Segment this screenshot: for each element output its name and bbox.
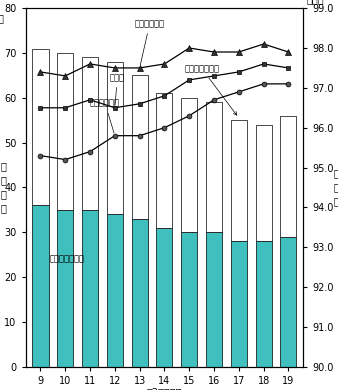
Bar (231, 241, 247, 367)
Bar (206, 102, 222, 232)
Bar (156, 228, 172, 367)
Bar (32, 206, 49, 367)
Text: 進学率（男）: 進学率（男） (90, 99, 120, 133)
Text: 卒業者数（男）: 卒業者数（男） (49, 254, 84, 264)
Text: 卒
業
者
数: 卒 業 者 数 (0, 161, 6, 213)
Bar (32, 48, 49, 206)
Text: 卒業者数（女）: 卒業者数（女） (184, 64, 237, 115)
Text: （％）: （％） (306, 0, 324, 5)
Text: 進
学
率: 進 学 率 (333, 168, 338, 206)
Bar (206, 232, 222, 367)
Text: 進学率（女）: 進学率（女） (135, 19, 165, 65)
Bar (82, 210, 98, 367)
Text: 千: 千 (0, 14, 4, 23)
X-axis label: 年3月卒業者: 年3月卒業者 (147, 387, 182, 390)
Bar (57, 53, 73, 210)
Bar (57, 210, 73, 367)
Bar (82, 57, 98, 210)
Bar (107, 215, 123, 367)
Bar (280, 237, 296, 367)
Bar (131, 219, 148, 367)
Bar (107, 62, 123, 214)
Bar (231, 120, 247, 241)
Bar (256, 125, 272, 241)
Bar (181, 232, 197, 367)
Bar (156, 93, 172, 228)
Bar (256, 241, 272, 367)
Bar (131, 75, 148, 219)
Bar (280, 116, 296, 237)
Bar (181, 98, 197, 232)
Text: 進学率: 進学率 (110, 73, 125, 105)
